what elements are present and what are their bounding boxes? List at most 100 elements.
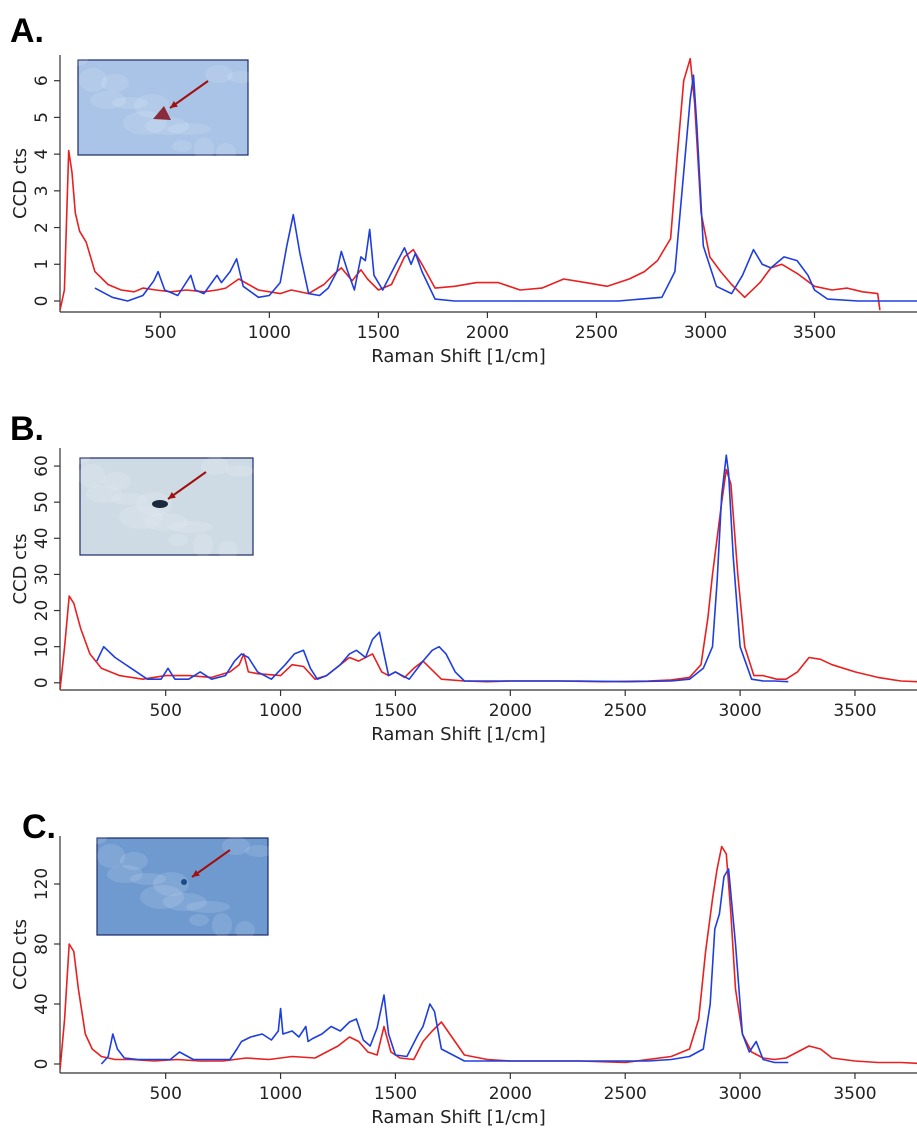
inset-texture [167,123,211,135]
spectrum-chart-c: 500 1000 1500 2000 2500 3000 3500 0 40 80 120 Raman… [10,832,917,1128]
series-line-blue [100,868,789,1065]
inset-texture [194,137,214,161]
panel-letter: B. [10,410,44,448]
x-tick-label: 1500 [374,701,417,721]
inset-texture [201,457,229,475]
x-tick-label: 500 [149,1084,181,1104]
inset-texture [216,143,236,161]
y-tick-label: 0 [32,1059,52,1070]
x-tick-label: 1000 [248,323,291,343]
inset-texture [168,534,188,546]
inset-texture [87,832,107,844]
y-tick-label: 0 [32,677,52,688]
inset-background [79,457,254,556]
inset-texture [169,521,213,533]
panel-letter: A. [10,12,44,50]
x-tick-label: 3500 [793,323,836,343]
x-tick-label: 3000 [684,323,727,343]
y-axis-label: CCD cts [10,919,31,990]
inset-texture [70,452,90,464]
x-tick-label: 1500 [374,1084,417,1104]
x-tick-label: 3000 [718,701,761,721]
y-tick-label: 40 [32,993,52,1015]
inset-texture [227,71,255,83]
y-tick-label: 1 [32,259,52,270]
x-tick-label: 2000 [466,323,509,343]
y-tick-label: 40 [32,527,52,549]
x-tick-label: 1000 [259,701,302,721]
inset-texture [97,844,125,868]
y-tick-label: 30 [32,564,52,586]
x-tick-label: 3500 [833,1084,876,1104]
inset-texture [119,505,163,529]
inset-texture [78,464,106,488]
inset-texture [189,914,209,926]
inset-micrograph [68,54,255,161]
inset-texture [205,65,233,83]
inset-texture [120,852,148,870]
arrow-head [170,100,178,108]
inset-background [96,837,269,936]
x-tick-label: 1500 [357,323,400,343]
inset-texture [163,893,207,911]
y-tick-label: 10 [32,636,52,658]
inset-micrograph [70,452,254,559]
x-tick-label: 2500 [575,323,618,343]
inset-texture [68,54,88,66]
inset-texture [145,117,189,135]
inset-texture [226,465,254,477]
series-line-red [60,57,881,311]
y-tick-label: 0 [32,296,52,307]
inset-micrograph [87,832,273,939]
x-tick-label: 2000 [489,1084,532,1104]
y-tick-label: 120 [32,868,52,900]
inset-texture [144,513,188,531]
inset-texture [86,485,122,503]
inset-texture [172,140,192,152]
inset-texture [235,921,255,939]
x-axis-label: Raman Shift [1/cm] [371,724,545,745]
inset-texture [101,74,129,92]
y-tick-label: 2 [32,222,52,233]
arrow-line [191,849,231,878]
particle-marker [181,879,187,885]
x-tick-label: 2500 [604,1084,647,1104]
arrow-head [192,869,200,877]
x-tick-label: 3000 [718,1084,761,1104]
x-tick-label: 500 [144,323,176,343]
y-tick-label: 50 [32,491,52,513]
panel-letter: C. [22,808,56,846]
y-tick-label: 4 [32,149,52,160]
inset-texture [212,913,232,937]
particle-marker [152,500,168,508]
y-tick-label: 60 [32,455,52,477]
y-tick-label: 6 [32,75,52,86]
x-tick-label: 2500 [604,701,647,721]
x-tick-label: 1000 [259,1084,302,1104]
y-tick-label: 80 [32,933,52,955]
inset-texture [153,872,189,896]
x-tick-label: 500 [149,701,181,721]
arrow-line [167,471,207,500]
inset-texture [186,901,230,913]
particle-marker [153,106,171,120]
series-line-blue [94,74,917,302]
inset-texture [130,873,166,885]
inset-texture [90,91,126,109]
arrow-line [169,80,209,109]
inset-texture [218,541,238,559]
arrow-head [168,491,176,499]
inset-texture [111,493,147,505]
y-tick-label: 3 [32,185,52,196]
inset-texture [193,533,213,557]
spectrum-chart-a: 500 1000 1500 2000 2500 3000 3500 0 1 2 3 4 5 6 Raman … [10,54,917,367]
y-tick-label: 5 [32,112,52,123]
x-tick-label: 3500 [833,701,876,721]
y-axis-label: CCD cts [10,533,31,604]
series-line-blue [96,454,789,683]
inset-texture [140,885,184,909]
inset-texture [112,97,148,109]
inset-texture [103,472,131,490]
y-axis-label: CCD cts [10,148,31,219]
inset-texture [245,845,273,857]
